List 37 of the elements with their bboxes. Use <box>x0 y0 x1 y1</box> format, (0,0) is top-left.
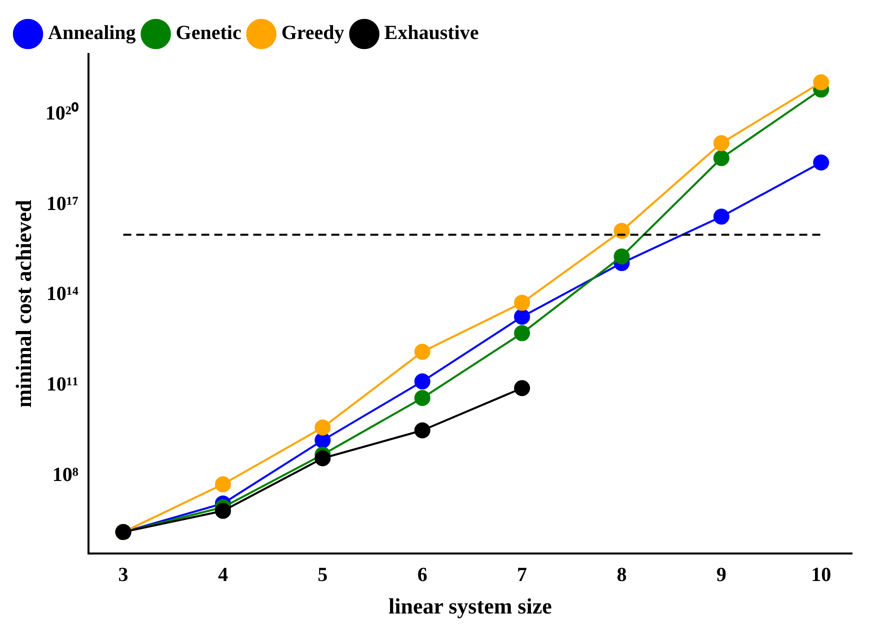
y-tick-label: 10⁸ <box>52 464 78 486</box>
point <box>813 74 830 90</box>
y-tick-label: 10¹¹ <box>46 374 78 396</box>
point <box>713 150 730 166</box>
y-tick-label: 10¹⁷ <box>46 192 78 215</box>
x-tick-label: 3 <box>118 564 128 586</box>
x-tick-label: 6 <box>417 564 428 586</box>
legend-label: Exhaustive <box>384 22 479 44</box>
point <box>314 450 331 466</box>
legend-label: Greedy <box>281 22 344 44</box>
point <box>514 294 530 311</box>
y-tick-label: 10²⁰ <box>45 101 78 124</box>
legend-label: Annealing <box>48 22 136 44</box>
point <box>614 248 630 264</box>
x-tick-label: 9 <box>716 564 726 586</box>
point <box>514 308 530 325</box>
y-axis-title: minimal cost achieved <box>10 200 36 408</box>
y-tick-label: 10¹⁴ <box>46 283 78 306</box>
legend-label: Genetic <box>176 22 242 44</box>
point <box>414 422 430 438</box>
point <box>414 344 430 360</box>
x-tick-label: 7 <box>517 564 528 586</box>
x-tick-label: 10 <box>811 564 832 586</box>
point <box>414 373 430 390</box>
point <box>514 380 530 396</box>
x-axis-title: linear system size <box>388 593 552 618</box>
point <box>813 154 830 171</box>
point <box>214 476 231 492</box>
point <box>214 502 231 519</box>
point <box>713 208 730 225</box>
point <box>514 325 530 342</box>
x-tick-label: 5 <box>318 564 328 586</box>
point <box>713 135 730 152</box>
x-tick-label: 4 <box>218 564 228 586</box>
point <box>314 419 331 436</box>
x-tick-label: 8 <box>616 564 627 586</box>
point <box>414 390 430 406</box>
